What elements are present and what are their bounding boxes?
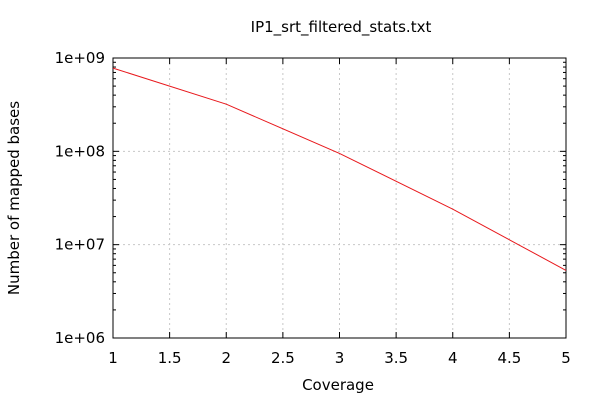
x-tick-label: 2.5	[271, 349, 295, 367]
x-tick-label: 2	[221, 349, 231, 367]
ticks: 1 1.5 2 2.5 3 3.5 4 4.5 5 1e+06 1e+07 1e+08 1e+09	[55, 49, 571, 367]
y-tick-label: 1e+08	[55, 142, 105, 160]
y-axis-title: Number of mapped bases	[5, 101, 23, 295]
series-line-0	[112, 67, 567, 271]
x-tick-label: 3	[335, 349, 345, 367]
x-tick-label: 3.5	[384, 349, 408, 367]
x-tick-label: 1.5	[158, 349, 182, 367]
grid	[113, 58, 566, 338]
chart-title: IP1_srt_filtered_stats.txt	[251, 18, 432, 37]
x-tick-label: 5	[561, 349, 571, 367]
y-tick-label: 1e+09	[55, 49, 105, 67]
x-tick-label: 1	[108, 349, 118, 367]
x-tick-label: 4.5	[497, 349, 521, 367]
series-layer	[112, 67, 567, 271]
x-tick-label: 4	[448, 349, 458, 367]
y-tick-label: 1e+07	[55, 236, 105, 254]
x-axis-title: Coverage	[302, 376, 374, 394]
y-tick-label: 1e+06	[55, 329, 105, 347]
